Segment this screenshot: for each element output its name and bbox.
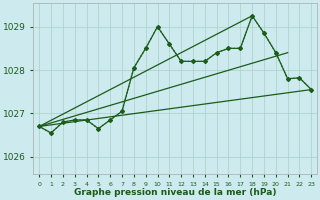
X-axis label: Graphe pression niveau de la mer (hPa): Graphe pression niveau de la mer (hPa) (74, 188, 276, 197)
